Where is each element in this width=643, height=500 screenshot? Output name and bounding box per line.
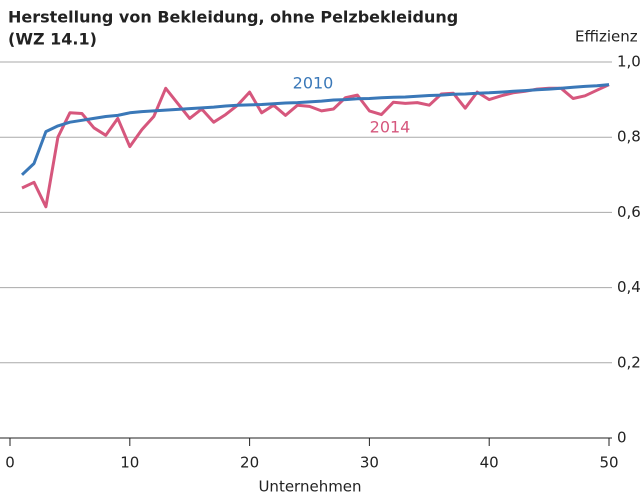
chart-title: Herstellung von Bekleidung, ohne Pelzbek… bbox=[8, 8, 458, 27]
y-tick-label: 0 bbox=[617, 429, 627, 447]
series-label: 2010 bbox=[293, 74, 334, 93]
y-tick-label: 0,2 bbox=[617, 353, 641, 371]
series-line bbox=[21, 83, 610, 209]
x-tick-label: 0 bbox=[5, 454, 15, 472]
y-tick-label: 0,4 bbox=[617, 278, 641, 296]
x-tick-label: 40 bbox=[480, 454, 499, 472]
x-tick-label: 30 bbox=[360, 454, 379, 472]
x-tick-label: 20 bbox=[240, 454, 259, 472]
y-tick-label: 0,6 bbox=[617, 203, 641, 221]
x-tick-label: 50 bbox=[599, 454, 618, 472]
chart-title: (WZ 14.1) bbox=[8, 30, 97, 49]
x-tick-label: 10 bbox=[120, 454, 139, 472]
x-axis-label: Unternehmen bbox=[258, 478, 361, 496]
y-tick-label: 0,8 bbox=[617, 128, 641, 146]
y-tick-label: 1,0 bbox=[617, 53, 641, 71]
y-axis-label: Effizienz bbox=[575, 28, 638, 46]
series-label: 2014 bbox=[370, 118, 411, 137]
series-line bbox=[20, 83, 610, 176]
